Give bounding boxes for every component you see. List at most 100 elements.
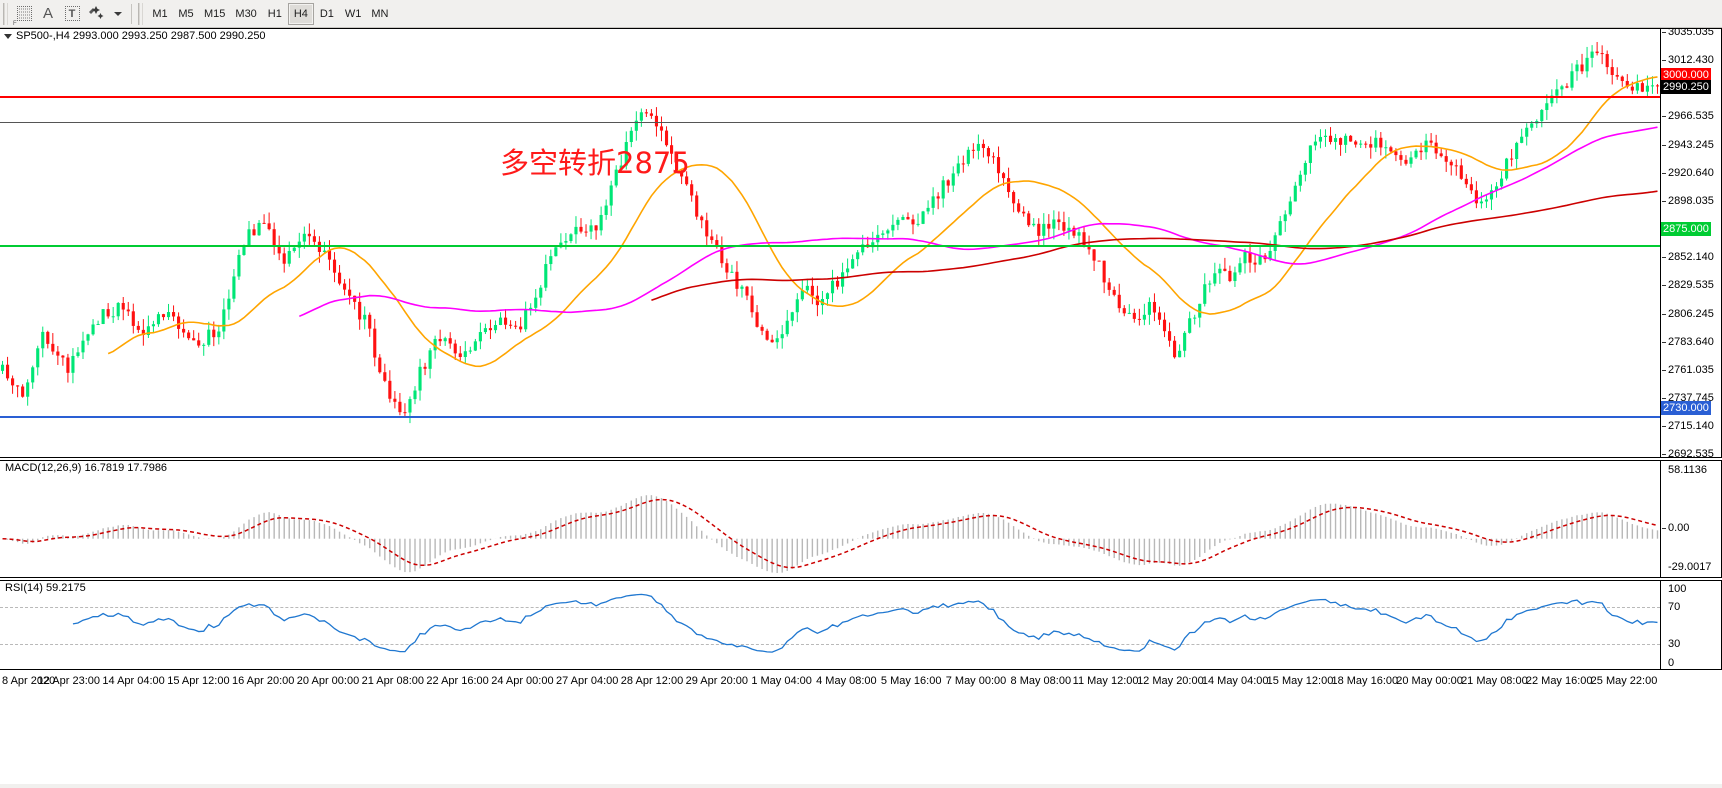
- time-axis-tick: 8 May 08:00: [1010, 675, 1072, 687]
- price-series-layer: [0, 41, 1660, 424]
- rsi-ytick-0: 0: [1668, 657, 1675, 669]
- status-bar: [0, 784, 1722, 788]
- time-axis-tick: 20 Apr 00:00: [296, 675, 360, 687]
- time-axis-tick: 25 May 22:00: [1590, 675, 1658, 687]
- rsi-panel[interactable]: RSI(14) 59.2175 100 70 30 0: [0, 580, 1722, 670]
- chart-toolbar: F A T M1 M5 M15 M30 H1 H4 D1 W1 MN: [0, 0, 1722, 28]
- price-plot-area[interactable]: 多空转折2875: [0, 28, 1660, 458]
- time-axis-tick: 12 May 20:00: [1137, 675, 1204, 687]
- resistance-level-label[interactable]: 3000.000: [1661, 68, 1711, 83]
- macd-axis-spine: [1660, 460, 1661, 578]
- macd-panel[interactable]: MACD(12,26,9) 16.7819 17.7986 58.1136 0.…: [0, 460, 1722, 578]
- time-axis-tick: 12 Apr 23:00: [37, 675, 100, 687]
- rsi-series-layer: [72, 593, 1658, 653]
- macd-panel-header: MACD(12,26,9) 16.7819 17.7986: [5, 462, 168, 474]
- price-axis-spine: [1660, 28, 1661, 458]
- support-line-2730[interactable]: [0, 416, 1660, 418]
- rsi-ytick-70: 70: [1668, 601, 1681, 613]
- price-ytick: 2852.140: [1662, 251, 1714, 264]
- text-tool-button[interactable]: A: [36, 2, 60, 26]
- time-axis-tick: 20 May 00:00: [1396, 675, 1463, 687]
- timeframe-m30[interactable]: M30: [235, 7, 257, 20]
- price-axis[interactable]: 3035.035 3012.430 2966.535 2943.245 2920.640…: [1660, 28, 1722, 458]
- price-ytick: 2829.535: [1662, 279, 1714, 292]
- shapes-icon: [88, 4, 105, 24]
- price-ytick: 2715.140: [1662, 420, 1714, 433]
- price-panel-header: SP500-,H4 2993.000 2993.250 2987.500 299…: [16, 30, 266, 42]
- time-axis-tick: 27 Apr 04:00: [555, 675, 619, 687]
- price-ytick: 2692.535: [1662, 448, 1714, 458]
- rsi-axis[interactable]: 100 70 30 0: [1660, 580, 1722, 670]
- time-axis-tick: 7 May 00:00: [945, 675, 1007, 687]
- time-axis-tick: 4 May 08:00: [816, 675, 877, 687]
- time-axis-tick: 18 May 16:00: [1331, 675, 1399, 687]
- macd-series-layer: [2, 495, 1659, 573]
- price-ytick: 2898.035: [1662, 194, 1714, 207]
- chart-bottom-space: [0, 694, 1722, 788]
- crosshair-dotted-icon: [16, 6, 32, 21]
- text-a-icon: A: [42, 5, 53, 22]
- rsi-level-30-line: [0, 644, 1660, 645]
- symbol-collapse-icon[interactable]: [4, 34, 12, 39]
- toolbar-separator: [131, 3, 132, 24]
- rsi-ytick-30: 30: [1668, 638, 1681, 650]
- resistance-line-3000[interactable]: [0, 96, 1660, 98]
- current-price-line: [0, 122, 1660, 123]
- toolbar-drag-handle[interactable]: [3, 2, 10, 25]
- text-label-icon: T: [64, 6, 80, 21]
- rsi-plot-area[interactable]: [0, 580, 1660, 670]
- price-ytick: 2761.035: [1662, 363, 1714, 376]
- objects-tool-button[interactable]: [84, 2, 108, 26]
- support-level-label[interactable]: 2730.000: [1661, 400, 1711, 415]
- timeframe-h1[interactable]: H1: [267, 7, 282, 20]
- timeframe-m1[interactable]: M1: [152, 7, 168, 20]
- price-ytick: 2783.640: [1662, 335, 1714, 348]
- time-axis-tick: 5 May 16:00: [880, 675, 942, 687]
- chart-annotation-text[interactable]: 多空转折2875: [500, 146, 690, 180]
- timeframe-mn[interactable]: MN: [371, 7, 389, 20]
- macd-ytick-min: -29.0017: [1668, 561, 1712, 573]
- crosshair-f-glyph: F: [13, 20, 17, 27]
- rsi-ytick-100: 100: [1668, 583, 1687, 595]
- macd-axis[interactable]: 58.1136 0.00 -29.0017: [1660, 460, 1722, 578]
- price-ytick: 2806.245: [1662, 307, 1714, 320]
- current-price-label[interactable]: 2990.250: [1661, 80, 1711, 95]
- time-axis-tick: 22 Apr 16:00: [426, 675, 489, 687]
- timeframe-h4[interactable]: H4: [287, 2, 314, 25]
- chevron-down-icon: [114, 11, 122, 16]
- macd-ytick-zero: 0.00: [1661, 522, 1690, 534]
- time-axis-tick: 28 Apr 12:00: [620, 675, 684, 687]
- macd-plot-area[interactable]: [0, 460, 1660, 578]
- timeframe-drag-handle[interactable]: [138, 2, 145, 25]
- timeframe-d1[interactable]: D1: [319, 7, 334, 20]
- rsi-panel-header: RSI(14) 59.2175: [5, 582, 86, 594]
- time-axis-tick: 24 Apr 00:00: [491, 675, 554, 687]
- timeframe-m15[interactable]: M15: [204, 7, 226, 20]
- objects-dropdown-button[interactable]: [108, 2, 128, 26]
- time-axis-tick: 8 Apr 2020: [2, 675, 56, 687]
- chart-container[interactable]: SP500-,H4 2993.000 2993.250 2987.500 299…: [0, 28, 1722, 788]
- price-panel[interactable]: SP500-,H4 2993.000 2993.250 2987.500 299…: [0, 28, 1722, 458]
- time-axis-tick: 21 Apr 08:00: [361, 675, 424, 687]
- macd-ytick-max: 58.1136: [1668, 464, 1707, 476]
- timeframe-m5[interactable]: M5: [178, 7, 194, 20]
- time-axis-tick: 14 May 04:00: [1201, 675, 1269, 687]
- pivot-line-2875[interactable]: [0, 245, 1660, 247]
- timeframe-w1[interactable]: W1: [344, 7, 362, 20]
- time-axis-tick: 15 Apr 12:00: [167, 675, 230, 687]
- rsi-axis-spine: [1660, 580, 1661, 670]
- time-axis-tick: 1 May 04:00: [751, 675, 812, 687]
- price-ytick: 2966.535: [1662, 110, 1714, 123]
- price-ytick: 2920.640: [1662, 166, 1714, 179]
- pivot-level-label[interactable]: 2875.000: [1661, 222, 1711, 237]
- time-axis-tick: 15 May 12:00: [1266, 675, 1334, 687]
- time-axis-tick: 11 May 12:00: [1072, 675, 1139, 687]
- price-ytick: 3012.430: [1662, 53, 1714, 66]
- time-axis[interactable]: 8 Apr 2020 12 Apr 23:00 14 Apr 04:00 15 Apr…: [0, 672, 1722, 694]
- time-axis-tick: 21 May 08:00: [1461, 675, 1528, 687]
- time-axis-tick: 22 May 16:00: [1525, 675, 1593, 687]
- price-ytick: 2943.245: [1662, 139, 1714, 152]
- time-axis-tick: 16 Apr 20:00: [231, 675, 295, 687]
- crosshair-tool-button[interactable]: F: [12, 2, 36, 27]
- label-tool-button[interactable]: T: [60, 2, 84, 26]
